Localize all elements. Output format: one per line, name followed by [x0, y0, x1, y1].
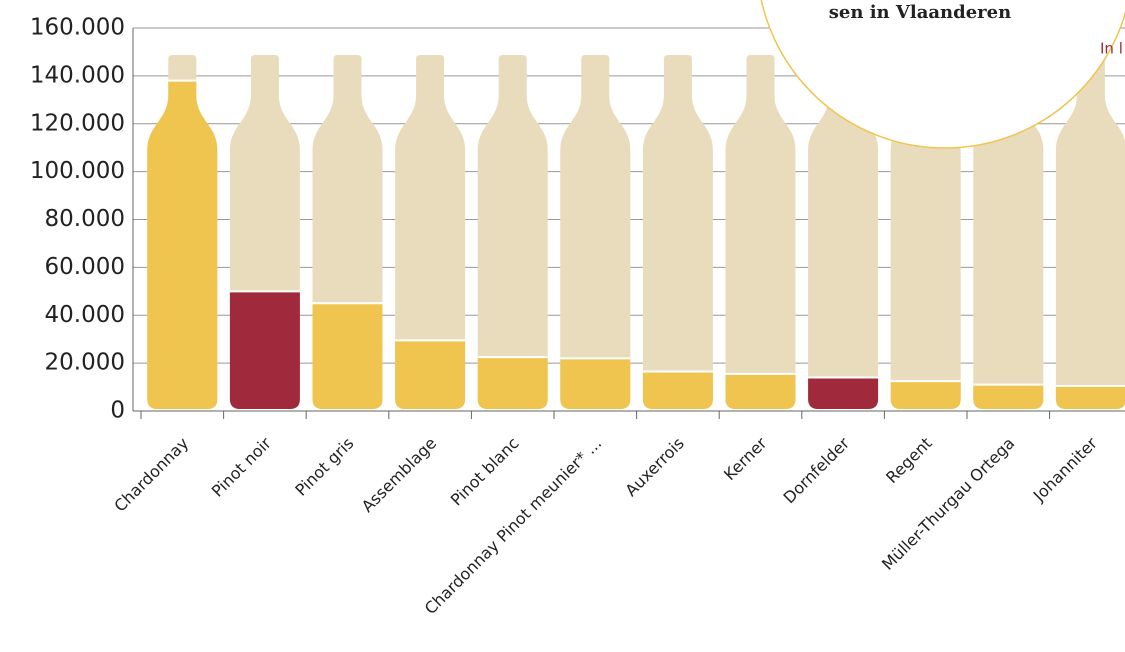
bottle: [560, 55, 631, 409]
bar: [147, 80, 218, 409]
x-tick-label: Pinot noir: [208, 433, 275, 500]
x-tick-label: Müller-Thurgau Ortega: [878, 434, 1018, 574]
y-tick-label: 60.000: [45, 254, 125, 280]
bar: [808, 377, 879, 409]
bar: [725, 373, 796, 409]
annotation: In l: [1100, 40, 1123, 58]
bottle: [1055, 55, 1125, 409]
bottle: [477, 55, 548, 409]
x-tick-label: Dornfelder: [780, 433, 854, 507]
x-tick-label: Regent: [882, 434, 935, 487]
bottle: [395, 55, 466, 409]
y-tick-label: 80.000: [45, 206, 125, 232]
bar: [395, 340, 466, 409]
x-tick-label: Auxerrois: [621, 434, 687, 500]
x-tick-label: Pinot blanc: [447, 434, 523, 510]
bottle: [973, 55, 1044, 409]
x-tick-label: Chardonnay Pinot meunier* ...: [421, 434, 606, 619]
info-circle: [760, 0, 1125, 149]
x-tick-label: Kerner: [720, 433, 771, 484]
x-tick-label: Pinot gris: [291, 434, 357, 500]
y-tick-label: 140.000: [30, 62, 125, 88]
bar: [312, 303, 383, 409]
bar: [477, 357, 548, 409]
y-tick-label: 0: [110, 398, 125, 424]
x-tick-label: Johanniter: [1029, 433, 1101, 505]
bar: [1055, 385, 1125, 409]
annotation: sen in Vlaanderen: [829, 2, 1011, 23]
bar: [890, 381, 961, 409]
y-tick-label: 120.000: [30, 110, 125, 136]
y-tick-label: 160.000: [30, 15, 125, 41]
bottle: [642, 55, 713, 409]
y-tick-label: 40.000: [45, 302, 125, 328]
y-tick-label: 20.000: [45, 350, 125, 376]
bar: [560, 358, 631, 409]
bottle: [725, 55, 796, 409]
bar: [229, 291, 300, 409]
bottle: [808, 55, 879, 409]
bar: [642, 371, 713, 409]
x-tick-label: Chardonnay: [110, 434, 192, 516]
y-tick-label: 100.000: [30, 158, 125, 184]
bar: [973, 384, 1044, 409]
x-tick-label: Assemblage: [358, 434, 440, 516]
